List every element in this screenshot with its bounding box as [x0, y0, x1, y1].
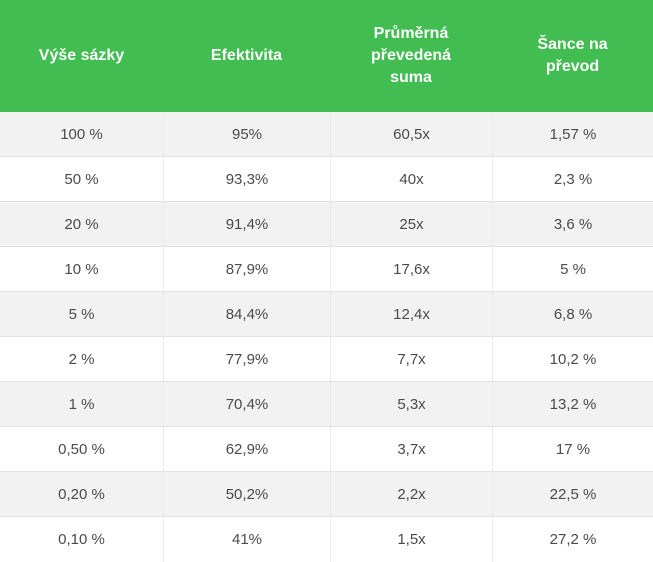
- table-cell: 2 %: [68, 350, 95, 368]
- table-row: 2 % 77,9% 7,7x 10,2 %: [0, 337, 653, 382]
- header-cell-stake: Výše sázky: [38, 47, 125, 64]
- table-body: 100 % 95% 60,5x 1,57 % 50 % 93,3% 40x 2,…: [0, 112, 653, 562]
- table-cell: 84,4%: [163, 292, 330, 336]
- table-row: 0,20 % 50,2% 2,2x 22,5 %: [0, 472, 653, 517]
- table-cell: 91,4%: [163, 202, 330, 246]
- table-cell: 0,50 %: [58, 440, 105, 458]
- table-cell: 17 %: [492, 427, 653, 471]
- table-cell: 7,7x: [330, 337, 492, 381]
- table-row: 0,10 % 41% 1,5x 27,2 %: [0, 517, 653, 562]
- table-cell: 87,9%: [163, 247, 330, 291]
- table-cell: 95%: [163, 112, 330, 156]
- table-cell: 6,8 %: [492, 292, 653, 336]
- table-cell: 1 %: [68, 395, 95, 413]
- table-cell: 41%: [163, 517, 330, 562]
- header-cell-average-converted-amount: Průměrná převedená suma: [370, 25, 452, 86]
- table-row: 0,50 % 62,9% 3,7x 17 %: [0, 427, 653, 472]
- table-row: 100 % 95% 60,5x 1,57 %: [0, 112, 653, 157]
- table-cell: 20 %: [64, 215, 99, 233]
- table-cell: 77,9%: [163, 337, 330, 381]
- table-cell: 13,2 %: [492, 382, 653, 426]
- table-cell: 100 %: [60, 125, 103, 143]
- table-cell: 12,4x: [330, 292, 492, 336]
- table-cell: 5,3x: [330, 382, 492, 426]
- table-row: 10 % 87,9% 17,6x 5 %: [0, 247, 653, 292]
- table-header: Výše sázky Efektivita Průměrná převedená…: [0, 0, 653, 112]
- table-cell: 0,10 %: [58, 531, 105, 548]
- table-cell: 93,3%: [163, 157, 330, 201]
- table-cell: 50 %: [64, 170, 99, 188]
- table-cell: 10 %: [64, 260, 99, 278]
- table-cell: 22,5 %: [492, 472, 653, 516]
- table-cell: 60,5x: [330, 112, 492, 156]
- table-cell: 3,7x: [330, 427, 492, 471]
- table-cell: 0,20 %: [58, 485, 105, 503]
- table-cell: 10,2 %: [492, 337, 653, 381]
- table-row: 20 % 91,4% 25x 3,6 %: [0, 202, 653, 247]
- table-cell: 1,57 %: [492, 112, 653, 156]
- table-cell: 1,5x: [330, 517, 492, 562]
- table-cell: 70,4%: [163, 382, 330, 426]
- table-cell: 40x: [330, 157, 492, 201]
- table-cell: 50,2%: [163, 472, 330, 516]
- table-cell: 17,6x: [330, 247, 492, 291]
- table-cell: 2,2x: [330, 472, 492, 516]
- table-cell: 27,2 %: [492, 517, 653, 562]
- table-cell: 3,6 %: [492, 202, 653, 246]
- header-cell-conversion-chance: Šance na převod: [537, 36, 608, 75]
- table-cell: 5 %: [68, 305, 95, 323]
- table-cell: 62,9%: [163, 427, 330, 471]
- table-cell: 2,3 %: [492, 157, 653, 201]
- table-row: 50 % 93,3% 40x 2,3 %: [0, 157, 653, 202]
- table-row: 5 % 84,4% 12,4x 6,8 %: [0, 292, 653, 337]
- table-cell: 5 %: [492, 247, 653, 291]
- header-cell-efficiency: Efektivita: [210, 47, 283, 64]
- table-row: 1 % 70,4% 5,3x 13,2 %: [0, 382, 653, 427]
- table-cell: 25x: [330, 202, 492, 246]
